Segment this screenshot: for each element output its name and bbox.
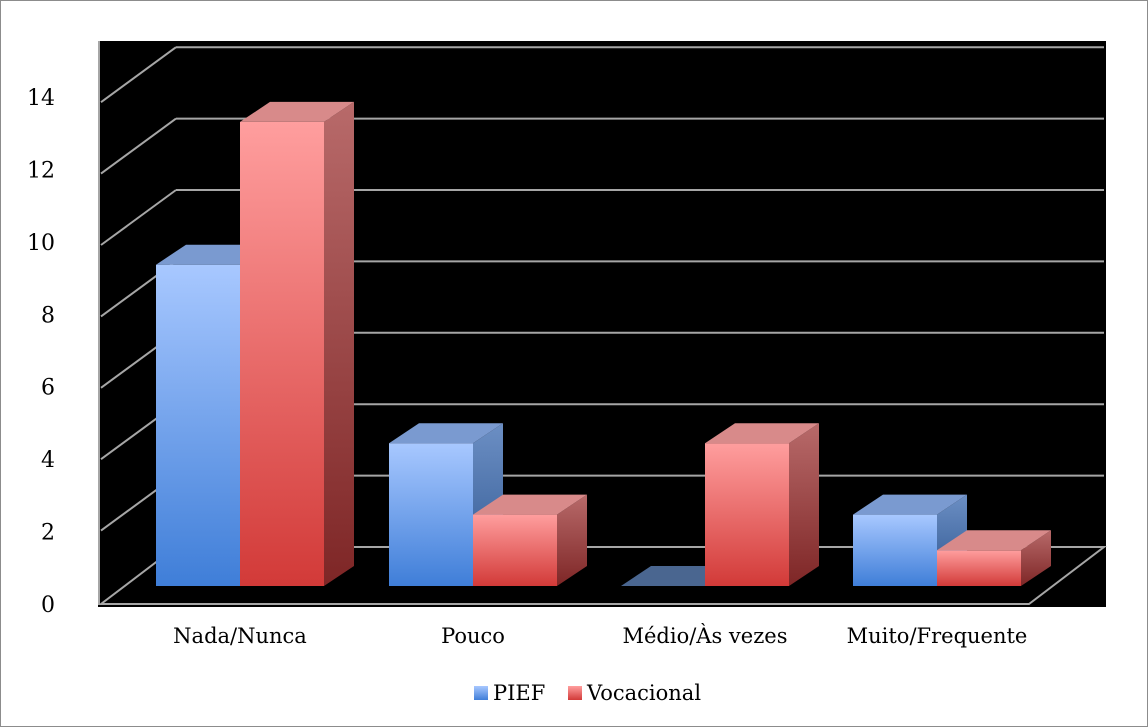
gridline-side bbox=[100, 46, 177, 104]
bar-vocacional-2-top bbox=[705, 423, 819, 444]
y-tick-label: 4 bbox=[41, 448, 55, 473]
axes bbox=[98, 41, 1107, 605]
bars bbox=[156, 101, 1051, 587]
legend-label-vocacional: Vocacional bbox=[586, 681, 701, 705]
y-tick-label: 12 bbox=[27, 158, 55, 183]
legend-swatch-pief bbox=[474, 686, 488, 700]
bar-pief-3-front bbox=[853, 514, 937, 586]
y-tick-label: 10 bbox=[27, 231, 55, 256]
y-tick-label: 0 bbox=[41, 593, 55, 618]
x-category-label: Nada/Nunca bbox=[173, 624, 307, 648]
bar-vocacional-3 bbox=[937, 530, 1051, 586]
gridline-side bbox=[100, 117, 177, 175]
bar-vocacional-2-front bbox=[705, 443, 789, 586]
bar-vocacional-1 bbox=[473, 494, 587, 586]
bar-vocacional-0-front bbox=[240, 121, 324, 587]
bar-vocacional-0 bbox=[240, 101, 354, 587]
gridline-side bbox=[100, 189, 177, 246]
y-tick-labels: 0 2 4 6 8 10 12 14 bbox=[27, 86, 55, 618]
legend: PIEF Vocacional bbox=[474, 681, 701, 705]
bar-vocacional-2-side bbox=[789, 423, 819, 586]
x-category-labels: Nada/Nunca Pouco Médio/Às vezes Muito/Frequ… bbox=[173, 624, 1027, 648]
y-tick-label: 2 bbox=[41, 521, 55, 546]
x-category-label: Médio/Às vezes bbox=[623, 624, 788, 648]
y-tick-label: 8 bbox=[41, 303, 55, 328]
bar-pief-3-top bbox=[853, 494, 967, 515]
bar-pief-1-front bbox=[389, 443, 473, 586]
bar-vocacional-1-top bbox=[473, 494, 587, 515]
y-tick-label: 6 bbox=[41, 376, 55, 401]
bar-pief-1-top bbox=[389, 423, 503, 444]
x-category-label: Muito/Frequente bbox=[847, 624, 1028, 648]
legend-label-pief: PIEF bbox=[493, 681, 545, 705]
bar-vocacional-3-side bbox=[1021, 530, 1051, 586]
bar-vocacional-1-front bbox=[473, 514, 557, 586]
bar-vocacional-0-top bbox=[240, 101, 354, 122]
floor-outline bbox=[98, 546, 1107, 605]
bar-vocacional-0-side bbox=[324, 101, 354, 587]
legend-swatch-vocacional bbox=[568, 686, 582, 700]
bar-vocacional-1-side bbox=[557, 494, 587, 586]
x-category-label: Pouco bbox=[441, 624, 505, 648]
bar-vocacional-3-front bbox=[937, 550, 1021, 586]
bar-vocacional-2 bbox=[705, 423, 819, 586]
bar-vocacional-3-top bbox=[937, 530, 1051, 551]
y-tick-label: 14 bbox=[27, 86, 55, 111]
bar-pief-0-front bbox=[156, 264, 240, 586]
